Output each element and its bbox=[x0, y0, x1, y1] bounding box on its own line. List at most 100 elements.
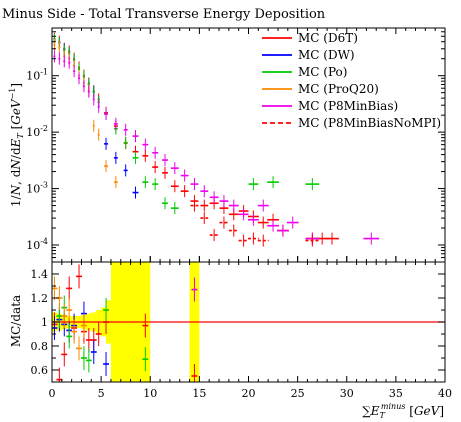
ratio-point bbox=[76, 264, 82, 289]
x-tick-label: 25 bbox=[291, 387, 305, 400]
data-point bbox=[209, 191, 219, 204]
ratio-point bbox=[103, 352, 109, 376]
ratio-point bbox=[80, 346, 87, 370]
legend-label: MC (D6T) bbox=[298, 31, 358, 45]
axes: 0 5 10 15 20 25 30 35 40 10-4 10-3 10-2 10-1 0.6 0.8 1 1… bbox=[26, 28, 452, 400]
data-point bbox=[257, 234, 269, 247]
data-point bbox=[113, 117, 118, 130]
data-point bbox=[286, 216, 299, 229]
data-point bbox=[97, 128, 100, 141]
data-point bbox=[267, 176, 279, 189]
ratio-point bbox=[191, 277, 198, 302]
data-point bbox=[325, 232, 339, 245]
data-point bbox=[248, 232, 259, 245]
data-point bbox=[132, 186, 139, 199]
data-point bbox=[58, 52, 61, 65]
data-point bbox=[78, 72, 81, 85]
chart-title: Minus Side - Total Transverse Energy Dep… bbox=[2, 7, 326, 22]
y-tick-label: 10-4 bbox=[26, 237, 48, 252]
data-point bbox=[123, 164, 128, 177]
data-point bbox=[87, 85, 90, 98]
data-point bbox=[209, 229, 219, 242]
data-point bbox=[113, 176, 118, 189]
data-point bbox=[267, 219, 279, 232]
series-4 bbox=[53, 50, 380, 302]
data-point bbox=[53, 50, 56, 63]
data-point bbox=[104, 107, 109, 120]
x-tick-label: 15 bbox=[192, 387, 206, 400]
ratio-point bbox=[66, 276, 73, 301]
ratio-point bbox=[61, 342, 68, 367]
ratio-point bbox=[61, 304, 68, 328]
y-tick-label: 10-2 bbox=[26, 124, 48, 139]
ratio-tick-label: 1.4 bbox=[31, 268, 49, 281]
data-point bbox=[180, 185, 189, 198]
legend-label: MC (P8MinBiasNoMPI) bbox=[298, 116, 441, 130]
legend-entry: MC (D6T) bbox=[262, 31, 358, 45]
data-point bbox=[152, 178, 159, 191]
data-point bbox=[132, 151, 139, 164]
data-point bbox=[123, 136, 128, 149]
data-point bbox=[257, 199, 269, 212]
data-point bbox=[200, 185, 209, 198]
legend: MC (D6T) MC (DW) MC (Po) MC (ProQ20) MC (P8M… bbox=[262, 31, 441, 130]
series-layer bbox=[51, 32, 380, 382]
data-point bbox=[132, 130, 139, 143]
data-point bbox=[305, 234, 320, 247]
legend-entry: MC (P8MinBias) bbox=[262, 99, 398, 113]
data-point bbox=[276, 224, 289, 237]
x-tick-label: 30 bbox=[340, 387, 354, 400]
ratio-point bbox=[76, 336, 82, 361]
data-point bbox=[142, 149, 149, 162]
legend-entry: MC (ProQ20) bbox=[262, 82, 379, 96]
legend-entry: MC (DW) bbox=[262, 48, 355, 62]
data-point bbox=[97, 100, 100, 113]
data-point bbox=[162, 154, 168, 167]
legend-entry: MC (P8MinBiasNoMPI) bbox=[262, 116, 441, 130]
data-point bbox=[152, 146, 159, 159]
data-point bbox=[63, 55, 66, 68]
data-point bbox=[363, 232, 380, 245]
x-tick-label: 0 bbox=[49, 387, 56, 400]
x-tick-label: 20 bbox=[242, 387, 256, 400]
data-point bbox=[73, 65, 76, 78]
ratio-tick-label: 0.6 bbox=[31, 364, 49, 377]
data-point bbox=[200, 212, 209, 225]
data-point bbox=[248, 213, 259, 226]
data-point bbox=[170, 162, 179, 175]
ratio-y-axis-label: MC/data bbox=[9, 295, 23, 347]
ratio-point bbox=[71, 319, 78, 344]
data-point bbox=[219, 195, 229, 208]
data-point bbox=[180, 169, 189, 182]
data-point bbox=[162, 166, 168, 179]
data-point bbox=[219, 216, 229, 229]
ratio-point bbox=[142, 347, 149, 372]
data-point bbox=[104, 137, 109, 150]
y-tick-label: 10-1 bbox=[26, 68, 48, 83]
data-point bbox=[305, 178, 320, 191]
ratio-point bbox=[90, 340, 97, 364]
data-point bbox=[82, 80, 85, 93]
data-point bbox=[142, 176, 149, 189]
ratio-point bbox=[66, 298, 73, 322]
legend-label: MC (DW) bbox=[298, 48, 355, 62]
data-point bbox=[257, 216, 269, 229]
data-point bbox=[190, 199, 199, 212]
ratio-point bbox=[85, 348, 92, 373]
ratio-point bbox=[103, 298, 109, 322]
data-point bbox=[238, 234, 249, 247]
legend-entry: MC (Po) bbox=[262, 65, 347, 79]
legend-label: MC (P8MinBias) bbox=[298, 99, 398, 113]
data-point bbox=[123, 123, 128, 136]
data-point bbox=[113, 151, 118, 164]
y-axis-label: 1/N, dN/dET [GeV−1] bbox=[8, 83, 25, 207]
data-point bbox=[190, 178, 199, 191]
data-point bbox=[142, 138, 149, 151]
ratio-point bbox=[191, 364, 198, 382]
x-axis-label: ∑ETminus [GeV] bbox=[362, 402, 444, 420]
data-point bbox=[248, 178, 259, 191]
ratio-point bbox=[95, 322, 102, 346]
data-point bbox=[228, 199, 239, 212]
main-plot-frame bbox=[51, 27, 446, 263]
